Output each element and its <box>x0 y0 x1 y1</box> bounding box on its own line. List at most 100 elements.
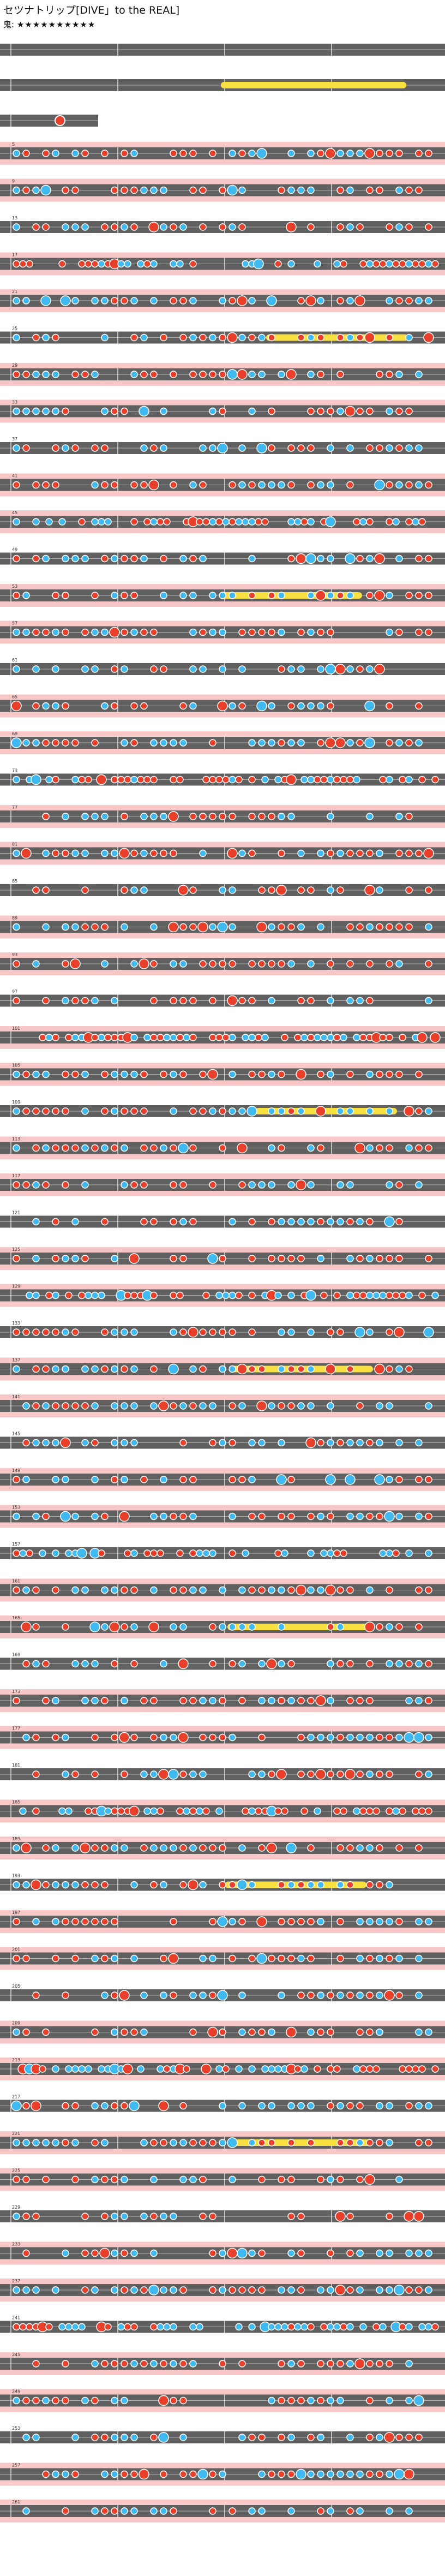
ka-note <box>386 444 393 452</box>
don-note <box>415 2434 423 2441</box>
don-note <box>160 2360 167 2368</box>
measure-number: 93 <box>12 952 17 957</box>
ka-note <box>130 1402 138 1410</box>
don-note <box>101 1881 109 1889</box>
ka-note <box>71 923 79 931</box>
don-note <box>395 150 403 157</box>
don-note <box>52 849 59 857</box>
don-note <box>287 481 295 489</box>
ka-note <box>278 1991 285 1999</box>
ka-note <box>157 2323 164 2331</box>
ka-note <box>346 297 354 305</box>
don-note <box>238 1476 246 1483</box>
don-note <box>366 407 374 415</box>
ka-note <box>78 2323 86 2331</box>
ka-note <box>111 1586 118 1594</box>
ka-note <box>395 1733 403 1742</box>
don-note <box>62 592 69 599</box>
don-note <box>81 628 89 636</box>
don-note <box>189 923 197 931</box>
measure-number: 77 <box>12 805 17 810</box>
don-note <box>71 444 79 452</box>
ka-note <box>52 628 59 636</box>
ka-note <box>336 150 344 157</box>
don-note <box>101 223 109 231</box>
ka-note <box>52 1697 59 1704</box>
don-note <box>170 1218 177 1226</box>
don-note <box>209 2507 217 2515</box>
ka-note <box>62 1881 69 1889</box>
don-note <box>376 371 383 378</box>
don-note <box>32 223 40 231</box>
don-note <box>140 1844 148 1852</box>
big-ka-note <box>178 1142 189 1154</box>
don-note <box>287 1954 295 1963</box>
ka-note <box>121 1070 128 1078</box>
don-note <box>101 1365 109 1373</box>
don-note <box>160 2470 167 2478</box>
ka-note <box>81 813 89 820</box>
don-note <box>170 1181 177 1189</box>
don-note <box>19 2323 27 2331</box>
measure-number: 241 <box>12 2316 20 2321</box>
don-note <box>238 628 246 636</box>
ka-note <box>52 2139 59 2146</box>
don-note <box>111 2175 118 2184</box>
ka-note <box>346 1255 354 1262</box>
don-note <box>228 1954 236 1963</box>
big-ka-note <box>256 443 267 454</box>
don-note <box>215 776 223 784</box>
ka-note <box>52 407 59 415</box>
ka-note <box>366 1107 374 1115</box>
ka-note <box>163 2323 171 2331</box>
don-note <box>248 1070 256 1078</box>
don-note <box>278 2360 285 2368</box>
ka-note <box>228 1918 236 1925</box>
ka-note <box>327 2396 334 2405</box>
ka-note <box>130 1549 138 1557</box>
ka-note <box>376 2434 383 2441</box>
ka-note <box>140 554 148 563</box>
ka-note <box>238 1402 246 1410</box>
don-note <box>130 333 138 342</box>
ka-note <box>160 739 167 747</box>
don-note <box>170 1991 177 1999</box>
don-note <box>346 1660 354 1668</box>
don-note <box>425 1586 432 1594</box>
don-note <box>255 1034 262 1041</box>
ka-note <box>268 2102 275 2110</box>
don-note <box>13 960 20 968</box>
ka-note <box>111 2213 118 2220</box>
ka-note <box>238 849 246 857</box>
ka-note <box>287 665 295 673</box>
measure-number: 193 <box>12 1874 20 1879</box>
don-note <box>22 150 30 157</box>
don-note <box>85 1807 92 1815</box>
ka-note <box>248 1881 256 1889</box>
don-note <box>143 518 151 526</box>
don-note <box>209 1660 217 1668</box>
ka-note <box>287 1697 295 1704</box>
don-note <box>359 1291 367 1299</box>
ka-note <box>150 813 158 820</box>
don-note <box>255 518 262 526</box>
ka-note <box>405 2249 413 2257</box>
ka-note <box>52 1476 59 1483</box>
don-note <box>22 2396 30 2405</box>
ka-note <box>22 2139 30 2146</box>
ka-note <box>425 2323 432 2331</box>
ka-note <box>130 2249 138 2257</box>
ka-note <box>386 1881 393 1889</box>
ka-note <box>300 2323 308 2331</box>
ka-note <box>258 333 266 342</box>
don-note <box>297 1770 305 1778</box>
ka-note <box>140 886 148 894</box>
ka-note <box>52 371 59 378</box>
ka-note <box>62 1365 69 1373</box>
ka-note <box>392 1807 400 1815</box>
don-note <box>327 2360 334 2368</box>
ka-note <box>209 444 217 452</box>
don-note <box>13 1328 20 1336</box>
don-note <box>327 849 334 857</box>
ka-note <box>386 407 393 415</box>
